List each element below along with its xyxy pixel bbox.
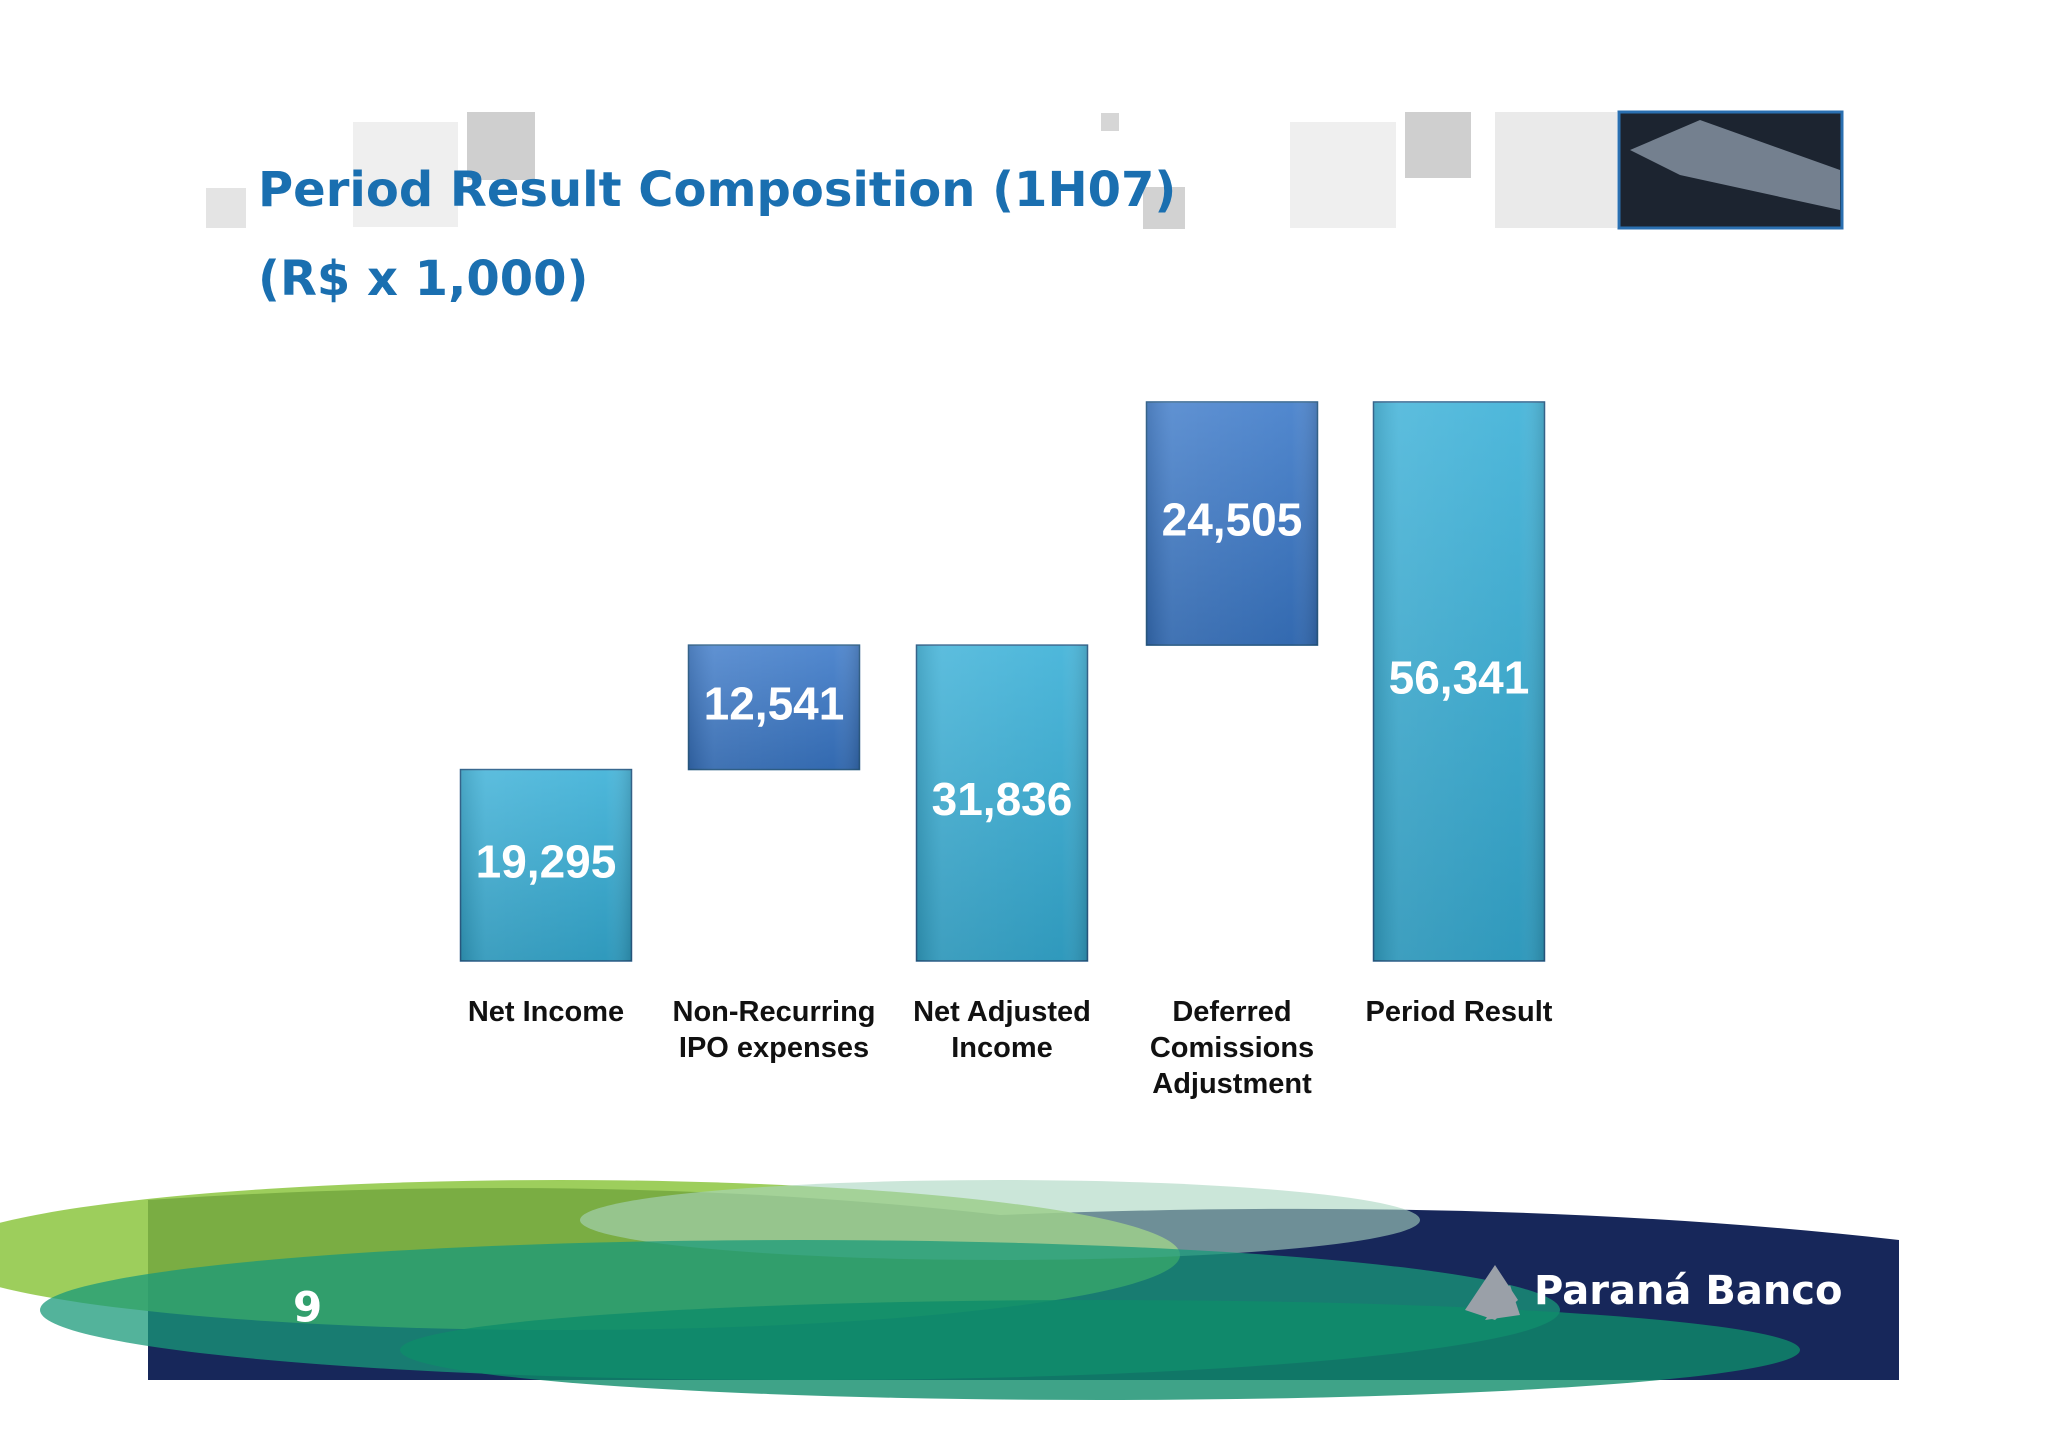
x-tick-label: Deferred Comissions Adjustment	[1149, 996, 1315, 1100]
x-tick-label: Non-Recurring IPO expenses	[672, 996, 876, 1064]
value-label: 19,295	[476, 835, 617, 887]
value-label: 12,541	[704, 678, 845, 730]
value-label: 56,341	[1389, 652, 1530, 704]
value-label: 24,505	[1162, 494, 1303, 546]
chart-subtitle: (R$ x 1,000)	[258, 251, 588, 307]
footer-banner: Paraná Banco 9	[0, 1180, 1899, 1400]
plot: 19,295 12,541 31,836 24,505 56,341	[459, 401, 1546, 962]
chart-title: Period Result Composition (1H07)	[258, 162, 1176, 218]
value-label: 31,836	[932, 773, 1073, 825]
x-tick-label: Net Income	[467, 996, 625, 1028]
page-number: 9	[293, 1283, 322, 1332]
logo-text: Paraná Banco	[1534, 1268, 1843, 1314]
x-tick-label: Period Result	[1365, 996, 1553, 1028]
x-tick-label: Net Adjusted Income	[913, 996, 1091, 1064]
decor-squares	[206, 110, 1844, 230]
